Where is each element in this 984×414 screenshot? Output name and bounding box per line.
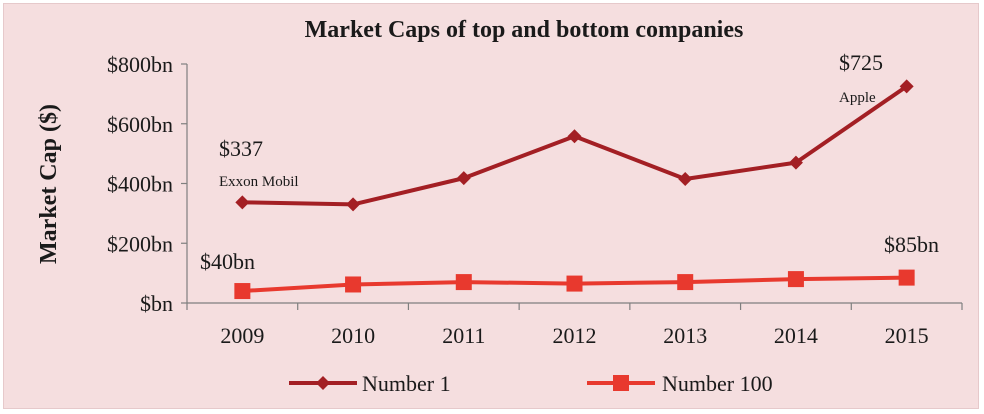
axes: $bn $200bn $400bn $600bn $800bn 2009 2010 2011 2… [107, 52, 963, 348]
data-point [235, 195, 250, 210]
y-tick-label: $200bn [107, 231, 173, 256]
series-layer [234, 79, 915, 300]
series-line [242, 84, 908, 207]
chart-frame: Market Caps of top and bottom companies … [3, 3, 979, 409]
data-point [455, 274, 472, 291]
x-tick-label: 2012 [553, 323, 597, 348]
legend-label: Number 1 [362, 371, 451, 396]
annotation-first-bottom-value: $40bn [200, 249, 255, 274]
data-point [567, 129, 582, 144]
data-point [234, 283, 251, 300]
x-tick-label: 2013 [663, 323, 707, 348]
series-1 [235, 79, 914, 212]
y-tick-label: $800bn [107, 52, 173, 77]
annotation-last-top-label: Apple [839, 90, 876, 106]
data-point [678, 172, 693, 187]
data-point [346, 197, 361, 212]
legend-marker [316, 376, 330, 390]
legend-label: Number 100 [662, 371, 773, 396]
annotation-last-bottom-value: $85bn [884, 232, 939, 257]
data-point [787, 271, 804, 288]
annotation-first-top-label: Exxon Mobil [219, 174, 299, 190]
series-2 [234, 269, 915, 300]
data-point [788, 155, 803, 170]
x-tick-label: 2011 [442, 323, 485, 348]
x-tick-label: 2010 [331, 323, 375, 348]
data-point [898, 269, 915, 286]
legend-item-2: Number 100 [587, 371, 773, 396]
legend-marker [613, 375, 629, 391]
data-point [677, 274, 694, 291]
x-tick-label: 2014 [774, 323, 818, 348]
data-point [345, 276, 362, 293]
data-point [456, 171, 471, 186]
annotation-last-top-value: $725 [839, 50, 883, 75]
legend-item-1: Number 1 [289, 371, 451, 396]
data-point [899, 79, 914, 94]
y-tick-label: $400bn [107, 172, 173, 197]
chart-title: Market Caps of top and bottom companies [305, 17, 744, 43]
y-tick-label: $600bn [107, 112, 173, 137]
data-point [566, 275, 583, 292]
y-tick-label: $bn [140, 291, 173, 316]
x-tick-label: 2015 [885, 323, 929, 348]
x-tick-label: 2009 [220, 323, 264, 348]
line-chart: Market Caps of top and bottom companies … [36, 17, 963, 396]
y-axis-title: Market Cap ($) [36, 104, 62, 264]
legend: Number 1 Number 100 [289, 371, 773, 396]
annotation-first-top-value: $337 [219, 136, 263, 161]
